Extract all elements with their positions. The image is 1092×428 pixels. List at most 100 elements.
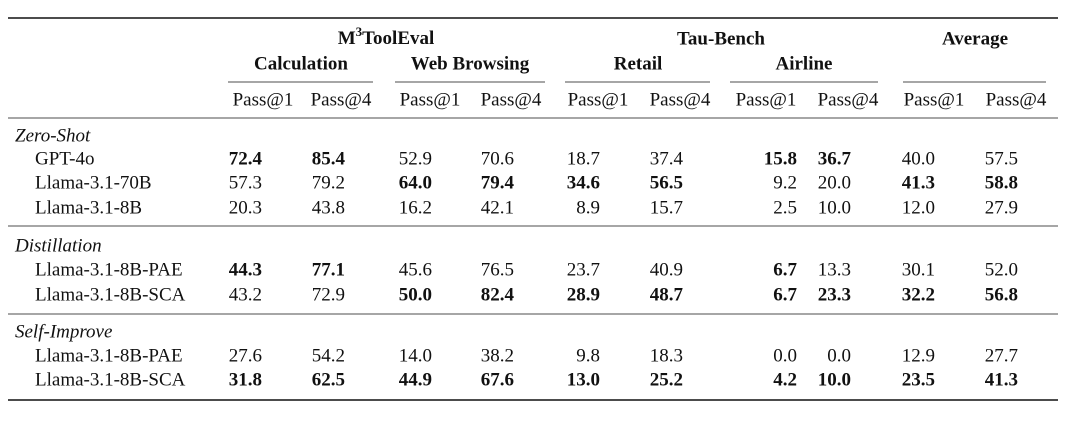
cell-value: 15.8 — [764, 148, 797, 169]
cell-value: 40.9 — [650, 259, 683, 280]
metric-header: Pass@1 — [904, 89, 965, 110]
cell-value: 41.3 — [902, 172, 935, 193]
cell-value: 62.5 — [312, 369, 345, 390]
model-name: Llama-3.1-8B-SCA — [35, 369, 186, 390]
cell-value: 41.3 — [985, 369, 1018, 390]
cell-value: 13.0 — [567, 369, 600, 390]
section-title: Distillation — [14, 235, 102, 256]
cell-value: 25.2 — [650, 369, 683, 390]
subgroup-header: Retail — [614, 53, 663, 74]
group-header: Average — [942, 28, 1008, 49]
cell-value: 52.9 — [399, 148, 432, 169]
cell-value: 18.7 — [567, 148, 600, 169]
cell-value: 13.3 — [818, 259, 851, 280]
cell-value: 70.6 — [481, 148, 514, 169]
cell-value: 10.0 — [818, 197, 851, 218]
cell-value: 23.3 — [818, 284, 851, 305]
cell-value: 9.8 — [576, 345, 600, 366]
cell-value: 64.0 — [399, 172, 432, 193]
cell-value: 54.2 — [312, 345, 345, 366]
subgroup-header: Airline — [776, 53, 833, 74]
subgroup-header: Web Browsing — [411, 53, 530, 74]
cell-value: 52.0 — [985, 259, 1018, 280]
cell-value: 27.7 — [985, 345, 1018, 366]
group-text: ToolEval — [362, 28, 434, 49]
model-name: GPT-4o — [35, 148, 94, 169]
metric-header: Pass@1 — [736, 89, 797, 110]
cell-value: 16.2 — [399, 197, 432, 218]
cell-value: 79.4 — [481, 172, 515, 193]
model-name: Llama-3.1-70B — [35, 172, 152, 193]
cell-value: 40.0 — [902, 148, 935, 169]
cell-value: 12.9 — [902, 345, 935, 366]
cell-value: 42.1 — [481, 197, 514, 218]
cell-value: 6.7 — [773, 284, 797, 305]
model-name: Llama-3.1-8B — [35, 197, 142, 218]
cell-value: 43.2 — [229, 284, 262, 305]
cell-value: 27.6 — [229, 345, 262, 366]
cell-value: 10.0 — [818, 369, 851, 390]
cell-value: 0.0 — [827, 345, 851, 366]
subgroup-header: Calculation — [254, 53, 348, 74]
cell-value: 57.5 — [985, 148, 1018, 169]
cell-value: 67.6 — [481, 369, 514, 390]
cell-value: 28.9 — [567, 284, 600, 305]
section-title: Zero-Shot — [15, 125, 91, 146]
group-text: M — [338, 28, 356, 49]
superscript: 3 — [356, 24, 363, 39]
model-name: Llama-3.1-8B-SCA — [35, 284, 186, 305]
model-name: Llama-3.1-8B-PAE — [35, 345, 183, 366]
metric-header: Pass@1 — [233, 89, 294, 110]
metric-header: Pass@4 — [986, 89, 1047, 110]
metric-header: Pass@1 — [400, 89, 461, 110]
metric-header: Pass@4 — [818, 89, 879, 110]
section-title: Self-Improve — [15, 321, 112, 342]
cell-value: 32.2 — [902, 284, 935, 305]
cell-value: 79.2 — [312, 172, 345, 193]
metric-header: Pass@4 — [311, 89, 372, 110]
cell-value: 30.1 — [902, 259, 935, 280]
cell-value: 20.3 — [229, 197, 262, 218]
cell-value: 23.7 — [567, 259, 600, 280]
cell-value: 31.8 — [229, 369, 262, 390]
cell-value: 45.6 — [399, 259, 432, 280]
cell-value: 2.5 — [773, 197, 797, 218]
cell-value: 34.6 — [567, 172, 600, 193]
cell-value: 18.3 — [650, 345, 683, 366]
cell-value: 23.5 — [902, 369, 935, 390]
cell-value: 37.4 — [650, 148, 684, 169]
group-header: M3ToolEval — [338, 24, 435, 49]
cell-value: 0.0 — [773, 345, 797, 366]
model-name: Llama-3.1-8B-PAE — [35, 259, 183, 280]
cell-value: 56.8 — [985, 284, 1018, 305]
cell-value: 44.9 — [399, 369, 432, 390]
cell-value: 72.9 — [312, 284, 345, 305]
cell-value: 44.3 — [229, 259, 262, 280]
cell-value: 8.9 — [576, 197, 600, 218]
cell-value: 9.2 — [773, 172, 797, 193]
cell-value: 77.1 — [312, 259, 345, 280]
cell-value: 38.2 — [481, 345, 514, 366]
cell-value: 6.7 — [773, 259, 797, 280]
cell-value: 4.2 — [773, 369, 797, 390]
cell-value: 12.0 — [902, 197, 935, 218]
metric-header: Pass@4 — [481, 89, 542, 110]
cell-value: 58.8 — [985, 172, 1018, 193]
cell-value: 20.0 — [818, 172, 851, 193]
cell-value: 27.9 — [985, 197, 1018, 218]
cell-value: 50.0 — [399, 284, 432, 305]
metric-header: Pass@1 — [568, 89, 629, 110]
cell-value: 14.0 — [399, 345, 432, 366]
cell-value: 76.5 — [481, 259, 514, 280]
cell-value: 72.4 — [229, 148, 263, 169]
cell-value: 36.7 — [818, 148, 852, 169]
group-header: Tau-Bench — [677, 28, 765, 49]
cell-value: 85.4 — [312, 148, 346, 169]
cell-value: 82.4 — [481, 284, 515, 305]
metric-header: Pass@4 — [650, 89, 711, 110]
cell-value: 15.7 — [650, 197, 683, 218]
cell-value: 56.5 — [650, 172, 683, 193]
cell-value: 43.8 — [312, 197, 345, 218]
cell-value: 57.3 — [229, 172, 262, 193]
